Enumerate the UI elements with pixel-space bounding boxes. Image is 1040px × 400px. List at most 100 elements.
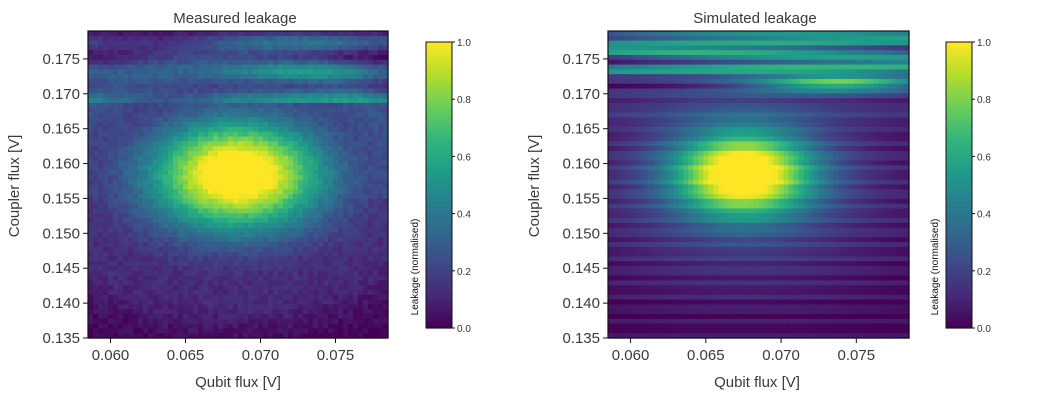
heatmap-cell: [188, 208, 194, 214]
heatmap-cell: [173, 69, 179, 75]
heatmap-cell: [293, 304, 299, 310]
heatmap-cell: [373, 122, 379, 128]
heatmap-cell: [288, 78, 294, 85]
heatmap-cell: [878, 74, 885, 80]
heatmap-cell: [363, 112, 369, 118]
heatmap-cell: [128, 83, 134, 90]
heatmap-cell: [113, 122, 119, 128]
heatmap-cell: [278, 290, 284, 296]
heatmap-cell: [153, 218, 159, 224]
heatmap-cell: [203, 78, 209, 85]
heatmap-cell: [643, 31, 649, 37]
heatmap-cell: [248, 314, 254, 320]
heatmap-cell: [118, 112, 124, 118]
heatmap-cell: [168, 304, 174, 310]
colorbar-tick-label: 0.8: [457, 95, 471, 106]
heatmap-cell: [288, 160, 294, 166]
heatmap-cell: [698, 50, 704, 56]
heatmap-cell: [808, 102, 815, 109]
heatmap-cell: [653, 31, 659, 37]
heatmap-cell: [353, 40, 359, 46]
heatmap-cell: [218, 83, 224, 90]
heatmap-cell: [213, 213, 219, 219]
heatmap-cell: [123, 78, 129, 85]
heatmap-cell: [143, 275, 149, 282]
heatmap-cell: [238, 213, 244, 219]
heatmap-cell: [163, 198, 169, 205]
heatmap-cell: [723, 64, 729, 70]
heatmap-cell: [298, 314, 304, 320]
heatmap-cell: [93, 131, 99, 138]
heatmap-cell: [193, 69, 199, 75]
heatmap-cell: [188, 314, 194, 320]
heatmap-cell: [133, 194, 139, 200]
heatmap-cell: [773, 31, 780, 37]
heatmap-cell: [638, 54, 644, 61]
heatmap-cell: [253, 237, 259, 243]
colorbar-segment: [426, 116, 452, 120]
heatmap-cell: [93, 102, 99, 109]
heatmap-cell: [138, 174, 144, 181]
heatmap-cell: [193, 93, 199, 99]
heatmap-cell: [133, 294, 139, 301]
heatmap-cell: [383, 141, 389, 147]
heatmap-cell: [188, 88, 194, 94]
heatmap-cell: [338, 74, 344, 80]
heatmap-cell: [673, 98, 679, 104]
heatmap-cell: [308, 98, 314, 104]
heatmap-cell: [768, 98, 775, 104]
heatmap-cell: [208, 227, 214, 234]
heatmap-cell: [293, 275, 299, 282]
heatmap-cell: [268, 213, 274, 219]
heatmap-cell: [243, 266, 249, 272]
heatmap-cell: [168, 160, 174, 166]
heatmap-cell: [618, 31, 624, 37]
heatmap-cell: [293, 150, 299, 157]
heatmap-cell: [278, 261, 284, 267]
heatmap-cell: [218, 318, 224, 325]
heatmap-cell: [293, 126, 299, 133]
heatmap-cell: [263, 290, 269, 296]
heatmap-cell: [278, 88, 284, 94]
heatmap-cell: [358, 198, 364, 205]
heatmap-cell: [238, 227, 244, 234]
heatmap-cell: [168, 290, 174, 296]
heatmap-cell: [193, 194, 199, 200]
heatmap-cell: [313, 242, 319, 248]
heatmap-cell: [248, 155, 254, 162]
heatmap-cell: [243, 78, 249, 85]
heatmap-cell: [138, 323, 144, 330]
heatmap-cell: [233, 194, 239, 200]
heatmap-cell: [648, 35, 654, 42]
heatmap-cell: [368, 237, 374, 243]
heatmap-cell: [673, 50, 679, 56]
heatmap-cell: [338, 237, 344, 243]
heatmap-cell: [823, 74, 830, 80]
heatmap-cell: [298, 160, 304, 166]
heatmap-cell: [293, 74, 299, 80]
heatmap-cell: [733, 74, 740, 80]
heatmap-cell: [153, 194, 159, 200]
heatmap-cell: [323, 328, 329, 334]
heatmap-cell: [898, 59, 905, 66]
heatmap-cell: [333, 275, 339, 282]
heatmap-cell: [153, 165, 159, 171]
heatmap-cell: [198, 299, 204, 306]
heatmap-cell: [138, 155, 144, 162]
heatmap-cell: [248, 102, 254, 109]
heatmap-cell: [188, 222, 194, 229]
heatmap-cell: [823, 88, 830, 94]
heatmap-cell: [113, 294, 119, 301]
heatmap-cell: [258, 275, 264, 282]
heatmap-cell: [363, 189, 369, 195]
heatmap-cell: [193, 83, 199, 90]
heatmap-cell: [328, 328, 334, 334]
heatmap-cell: [648, 78, 654, 85]
heatmap-cell: [308, 64, 314, 70]
heatmap-cell: [128, 203, 134, 210]
heatmap-cell: [363, 179, 369, 186]
heatmap-cell: [308, 160, 314, 166]
heatmap-cell: [268, 194, 274, 200]
heatmap-cell: [108, 107, 114, 114]
heatmap-cell: [643, 64, 649, 70]
